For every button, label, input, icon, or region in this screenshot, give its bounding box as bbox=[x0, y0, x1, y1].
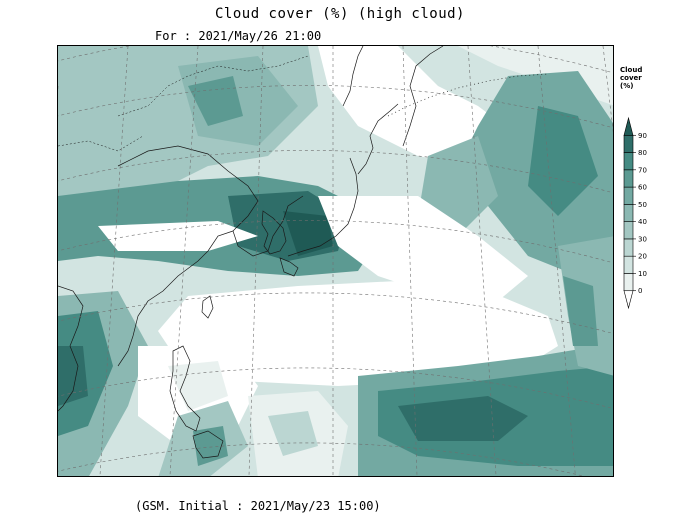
initial-time: (GSM. Initial : 2021/May/23 15:00) bbox=[135, 499, 381, 513]
legend-title-line: (%) bbox=[620, 82, 634, 90]
colorbar-segment bbox=[623, 186, 634, 205]
colorbar-tick-label: 80 bbox=[638, 149, 647, 157]
colorbar-segment bbox=[623, 152, 634, 171]
colorbar-tick-label: 20 bbox=[638, 253, 647, 261]
valid-time: For : 2021/May/26 21:00 bbox=[155, 29, 322, 43]
colorbar-segment bbox=[623, 134, 634, 153]
cloud-cover-map bbox=[57, 45, 614, 477]
chart-title: Cloud cover (%) (high cloud) bbox=[214, 6, 465, 22]
colorbar-segment bbox=[623, 290, 634, 310]
colorbar-tick-label: 90 bbox=[638, 132, 647, 140]
colorbar-legend: 90 80 70 60 50 40 30 20 10 0 bbox=[623, 116, 647, 310]
colorbar-segment bbox=[623, 116, 634, 136]
legend-title-line: Cloud bbox=[620, 66, 643, 74]
colorbar-tick-label: 40 bbox=[638, 218, 647, 226]
colorbar-segment bbox=[623, 169, 634, 188]
map-canvas bbox=[58, 46, 613, 476]
colorbar-segment bbox=[623, 255, 634, 274]
colorbar-tick-label: 70 bbox=[638, 166, 647, 174]
colorbar-segment bbox=[623, 273, 634, 292]
legend-title-line: cover bbox=[620, 74, 642, 82]
legend-title: Cloud cover (%) bbox=[620, 66, 654, 90]
colorbar-segment bbox=[623, 204, 634, 222]
colorbar-segment bbox=[623, 238, 634, 257]
lat-lon-grid bbox=[58, 46, 613, 476]
colorbar-segment bbox=[623, 221, 634, 240]
colorbar-tick-label: 0 bbox=[638, 287, 642, 295]
colorbar-tick-label: 30 bbox=[638, 235, 647, 243]
coastlines bbox=[58, 46, 549, 459]
colorbar-tick-label: 50 bbox=[638, 201, 647, 209]
colorbar-tick-label: 10 bbox=[638, 270, 647, 278]
colorbar-tick-label: 60 bbox=[638, 184, 647, 192]
cloud-cover-field bbox=[58, 46, 613, 476]
